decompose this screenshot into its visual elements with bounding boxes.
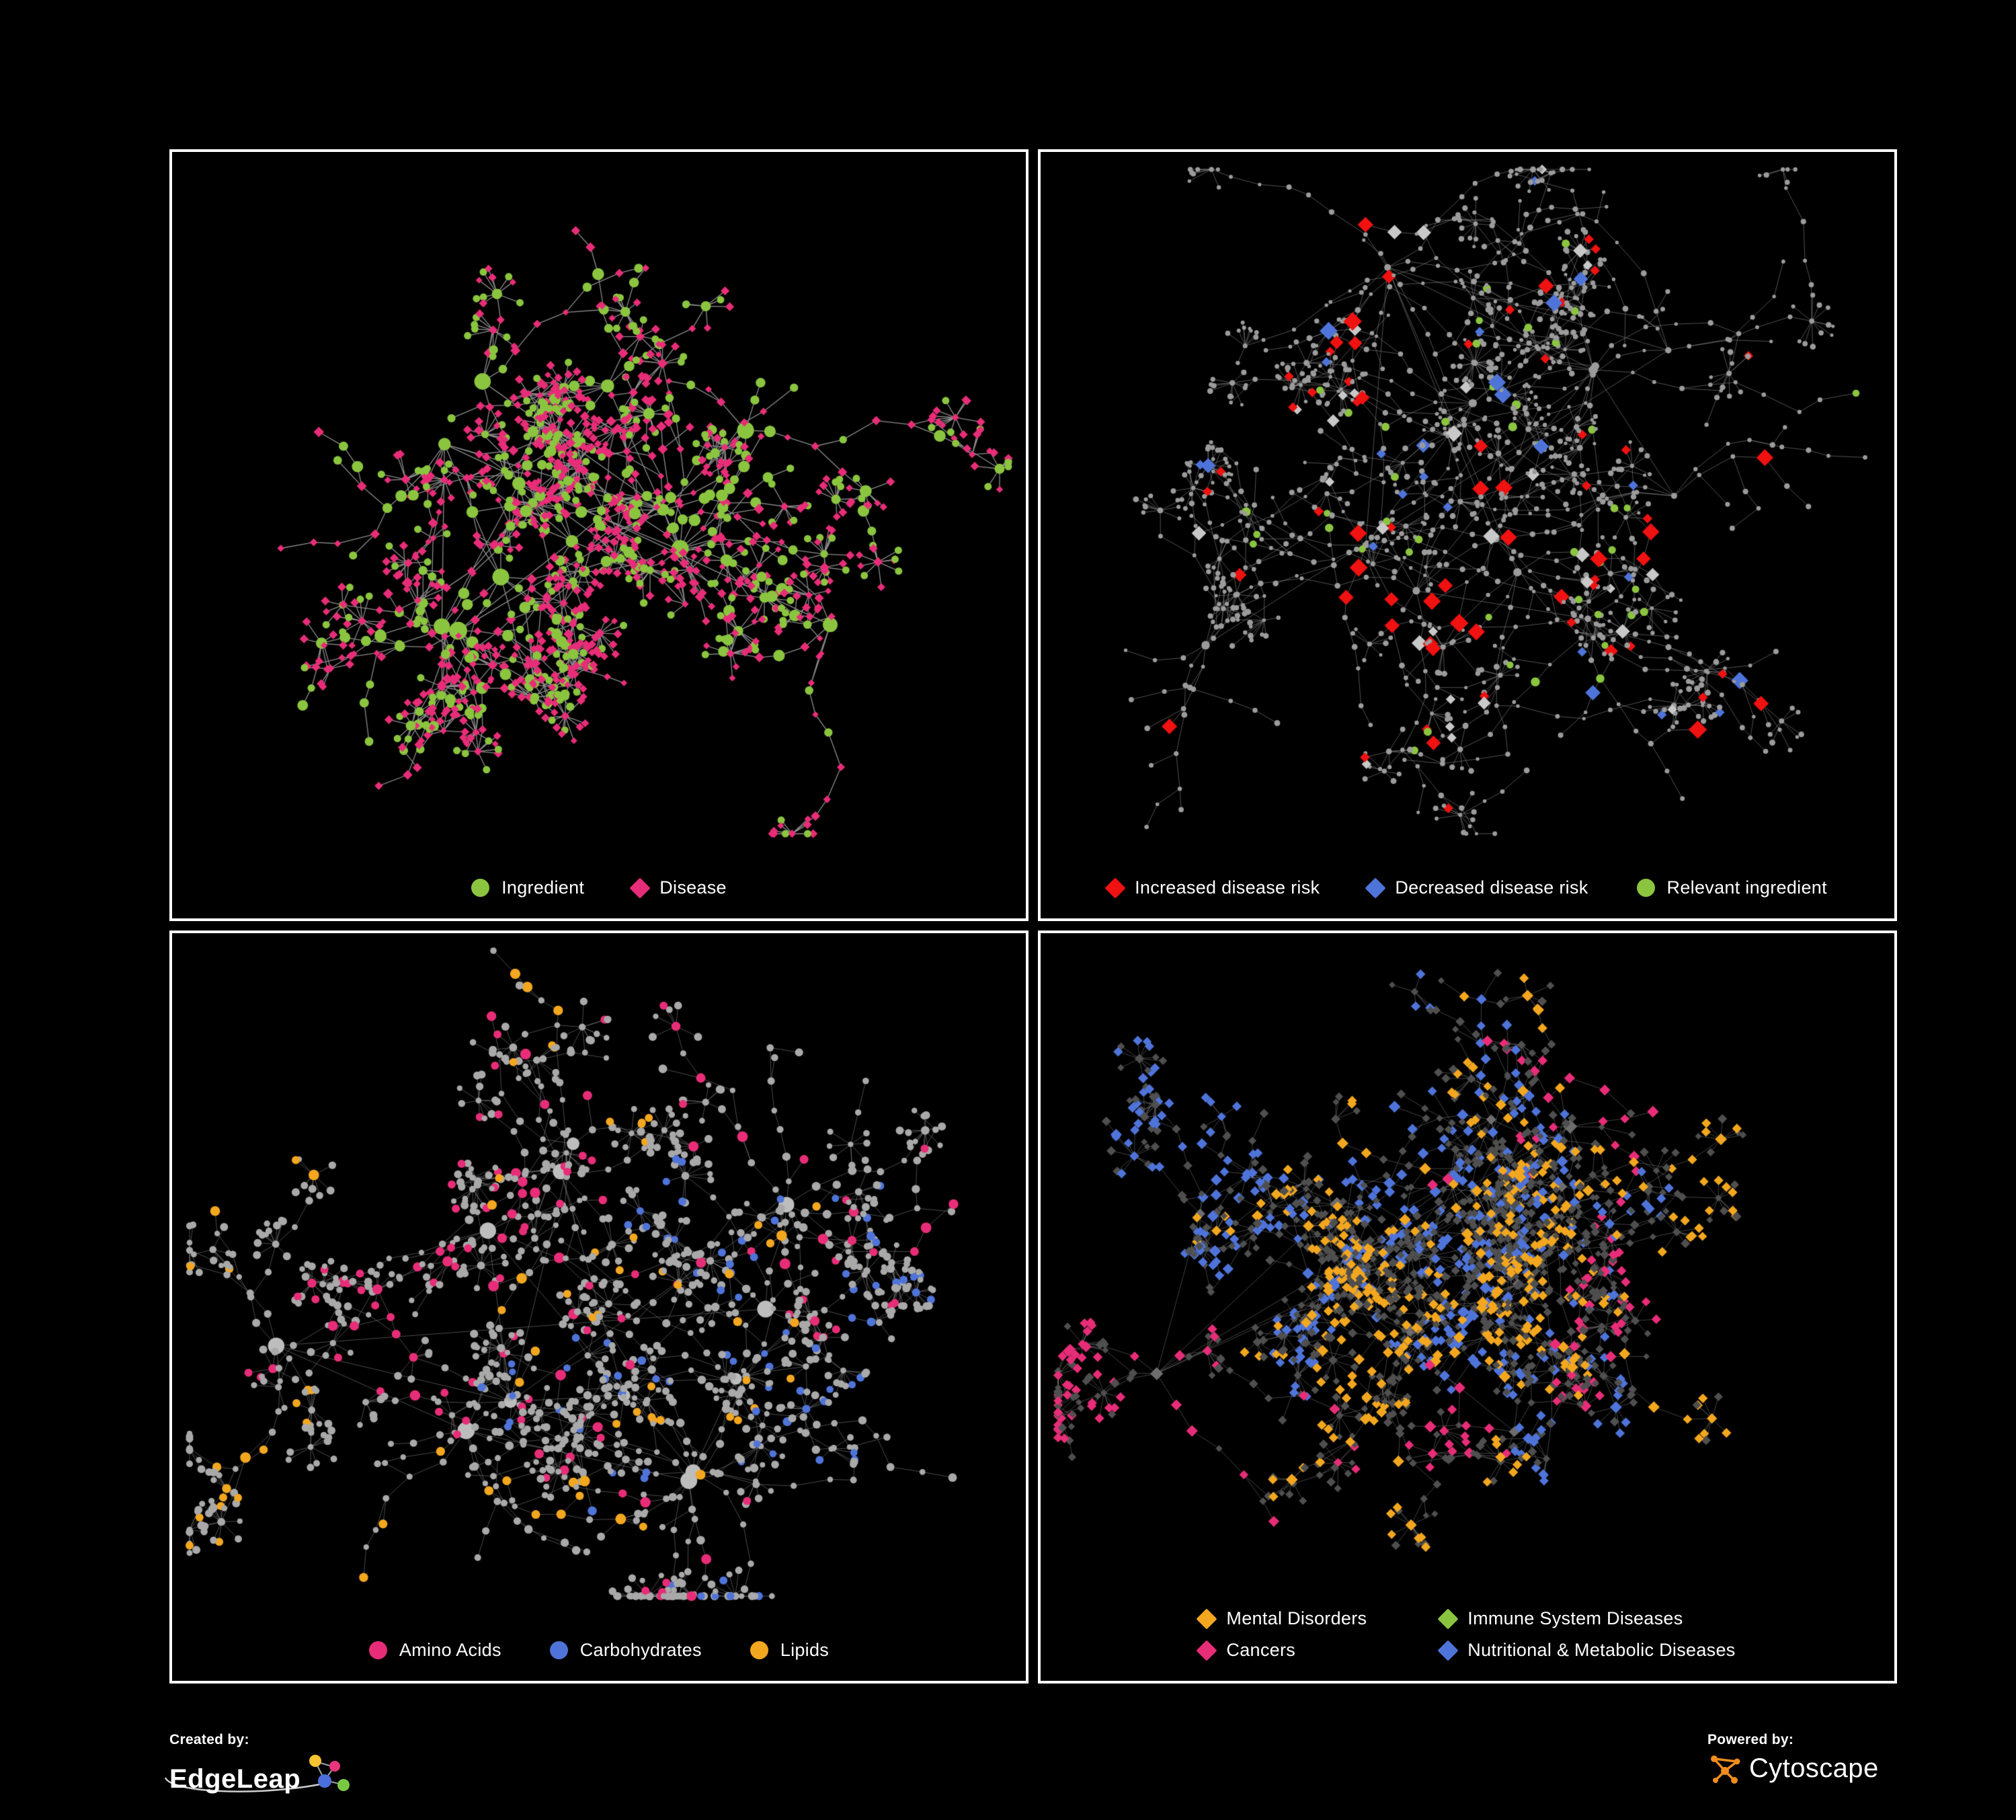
diamond-swatch-icon	[1196, 1639, 1217, 1661]
diamond-swatch-icon	[1196, 1608, 1217, 1630]
legend-item: Nutritional & Metabolic Diseases	[1437, 1639, 1736, 1661]
legend-item: Cancers	[1196, 1639, 1367, 1661]
legend-label: Disease	[659, 877, 727, 898]
legend-label: Mental Disorders	[1226, 1608, 1367, 1628]
legend-item: Increased disease risk	[1104, 877, 1320, 899]
legend-label: Cancers	[1226, 1640, 1296, 1660]
legend-item: Lipids	[750, 1640, 829, 1661]
legend-item: Immune System Diseases	[1437, 1608, 1735, 1630]
legend-item: Relevant ingredient	[1636, 877, 1827, 898]
circle-swatch-icon	[549, 1641, 568, 1659]
legend-label: Nutritional & Metabolic Diseases	[1467, 1640, 1736, 1660]
edgeleap-logo: EdgeLeap	[164, 1753, 350, 1794]
panel-nutrient-classes: Amino Acids Carbohydrates Lipids	[169, 931, 1029, 1684]
legend-label: Amino Acids	[399, 1640, 501, 1660]
panel-disease-risk: Increased disease risk Decreased disease …	[1038, 149, 1897, 921]
diamond-swatch-icon	[1437, 1608, 1459, 1630]
circle-swatch-icon	[750, 1641, 768, 1659]
network-canvas-disease-classes	[1041, 933, 1894, 1681]
legend-item: Mental Disorders	[1196, 1608, 1367, 1630]
legend-nutrient-classes: Amino Acids Carbohydrates Lipids	[172, 1640, 1026, 1661]
legend-label: Immune System Diseases	[1467, 1608, 1683, 1628]
legend-label: Lipids	[780, 1640, 830, 1660]
diamond-swatch-icon	[1365, 877, 1386, 899]
circle-swatch-icon	[471, 879, 490, 897]
diamond-swatch-icon	[1437, 1639, 1459, 1661]
powered-by-block: Powered by: Cytoscape	[1707, 1732, 1879, 1786]
edgeleap-logo-mark-icon	[309, 1755, 350, 1791]
legend-item: Disease	[629, 877, 727, 899]
created-by-block: Created by: EdgeLeap	[164, 1732, 350, 1794]
legend-disease-risk: Increased disease risk Decreased disease …	[1041, 877, 1894, 899]
legend-label: Relevant ingredient	[1666, 877, 1827, 898]
circle-swatch-icon	[368, 1641, 387, 1659]
legend-label: Carbohydrates	[579, 1640, 702, 1660]
network-canvas-nutrient-classes	[172, 933, 1026, 1681]
cytoscape-logo: Cytoscape	[1707, 1751, 1879, 1786]
circle-swatch-icon	[1636, 879, 1655, 897]
legend-label: Increased disease risk	[1135, 877, 1320, 898]
legend-item: Amino Acids	[368, 1640, 501, 1661]
legend-item: Decreased disease risk	[1365, 877, 1588, 899]
panel-ingredient-disease: Ingredient Disease	[169, 149, 1029, 921]
legend-item: Ingredient	[471, 877, 584, 898]
network-canvas-disease-risk	[1041, 152, 1894, 918]
legend-label: Decreased disease risk	[1395, 877, 1588, 898]
legend-label: Ingredient	[501, 877, 585, 898]
edgeleap-brand-text: EdgeLeap	[169, 1764, 301, 1794]
panel-grid: Ingredient Disease Increased disease risk…	[169, 149, 1897, 1684]
panel-disease-classes: Mental Disorders Immune System Diseases Ca…	[1038, 931, 1897, 1684]
created-by-label: Created by:	[169, 1732, 249, 1747]
legend-ingredient-disease: Ingredient Disease	[172, 877, 1026, 899]
legend-disease-classes: Mental Disorders Immune System Diseases Ca…	[1041, 1608, 1894, 1661]
powered-by-label: Powered by:	[1707, 1732, 1794, 1747]
network-canvas-ingredient-disease	[172, 152, 1026, 918]
diamond-swatch-icon	[1104, 877, 1126, 899]
legend-item: Carbohydrates	[549, 1640, 702, 1661]
cytoscape-logo-icon	[1711, 1755, 1740, 1784]
diamond-swatch-icon	[629, 877, 651, 899]
cytoscape-brand-text: Cytoscape	[1749, 1753, 1879, 1783]
